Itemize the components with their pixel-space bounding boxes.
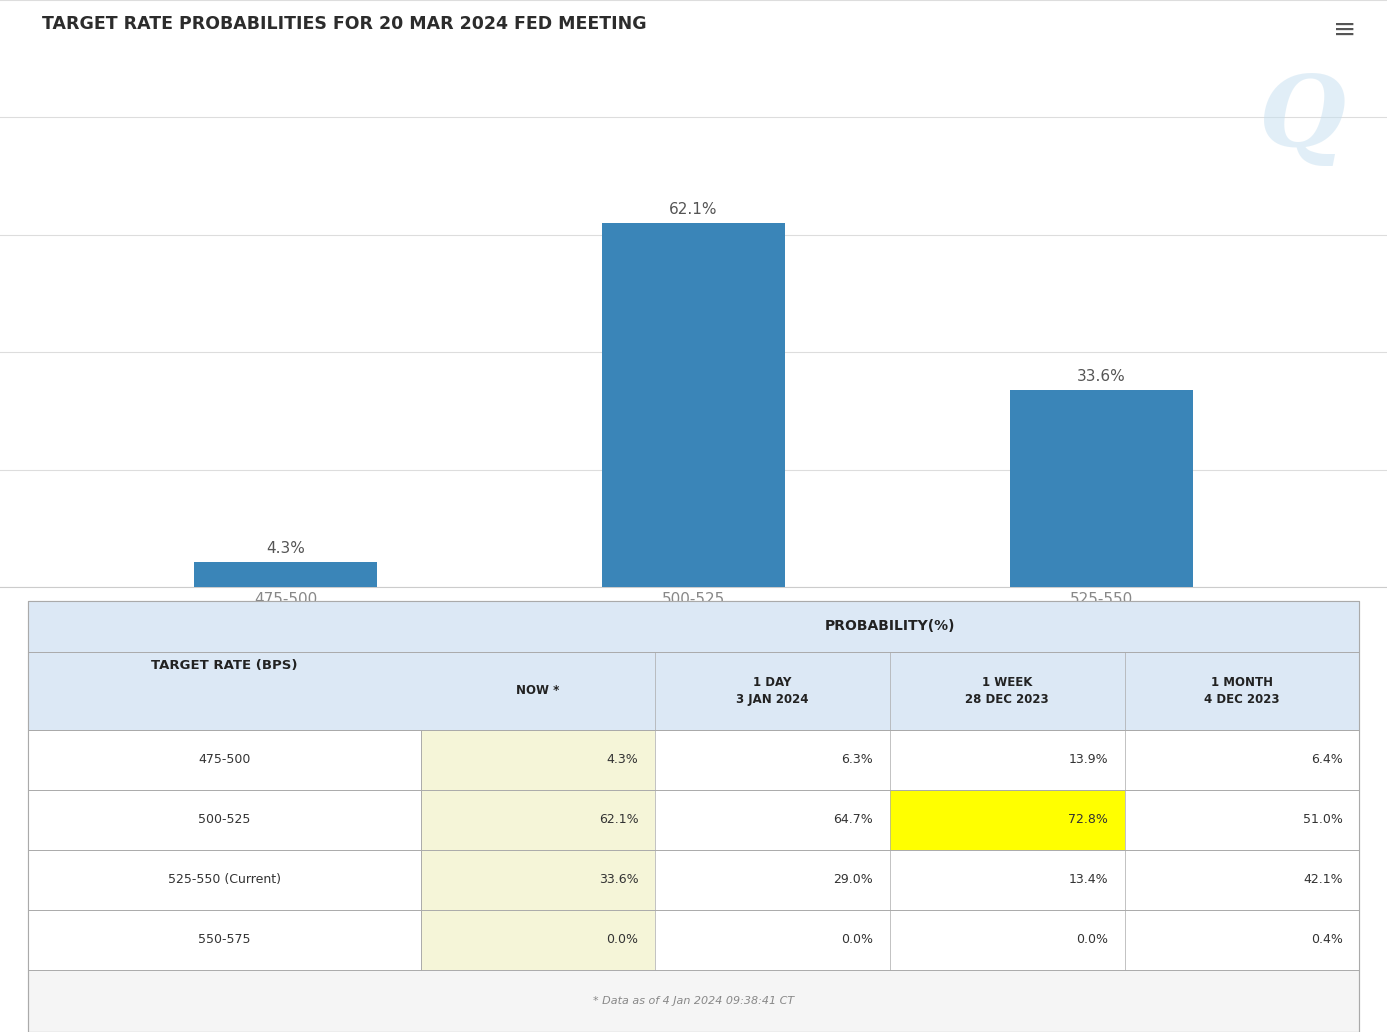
Text: 550-575: 550-575: [198, 933, 251, 946]
Text: NOW *: NOW *: [516, 684, 559, 697]
Text: PROBABILITY(%): PROBABILITY(%): [825, 619, 956, 633]
Text: 72.8%: 72.8%: [1068, 813, 1108, 826]
Bar: [194, 561, 377, 587]
Text: 62.1%: 62.1%: [670, 201, 717, 217]
Bar: [890, 849, 1125, 909]
Bar: [420, 651, 655, 730]
Bar: [655, 789, 890, 849]
Text: 6.4%: 6.4%: [1311, 753, 1343, 766]
Bar: [655, 909, 890, 970]
Text: TARGET RATE (BPS): TARGET RATE (BPS): [151, 658, 297, 672]
Bar: [890, 789, 1125, 849]
Text: 33.6%: 33.6%: [1078, 369, 1126, 384]
Text: 51.0%: 51.0%: [1302, 813, 1343, 826]
Text: 1 MONTH
4 DEC 2023: 1 MONTH 4 DEC 2023: [1204, 676, 1280, 706]
Bar: [420, 730, 655, 789]
Bar: [420, 601, 1359, 651]
Text: 42.1%: 42.1%: [1302, 873, 1343, 886]
Bar: [1125, 651, 1359, 730]
Bar: [655, 651, 890, 730]
Text: 475-500: 475-500: [198, 753, 250, 766]
Text: 500-525: 500-525: [198, 813, 250, 826]
X-axis label: Target Rate (in bps): Target Rate (in bps): [619, 618, 768, 634]
Text: TARGET RATE PROBABILITIES FOR 20 MAR 2024 FED MEETING: TARGET RATE PROBABILITIES FOR 20 MAR 202…: [42, 15, 646, 33]
Bar: [1125, 849, 1359, 909]
Text: 525-550 (Current): 525-550 (Current): [168, 873, 280, 886]
Text: 1 DAY
3 JAN 2024: 1 DAY 3 JAN 2024: [736, 676, 809, 706]
Text: 29.0%: 29.0%: [834, 873, 874, 886]
Bar: [655, 849, 890, 909]
Bar: [28, 730, 420, 789]
Bar: [28, 909, 420, 970]
Bar: [890, 909, 1125, 970]
Text: 1 WEEK
28 DEC 2023: 1 WEEK 28 DEC 2023: [965, 676, 1049, 706]
Text: 33.6%: 33.6%: [599, 873, 638, 886]
Text: 6.3%: 6.3%: [842, 753, 874, 766]
Bar: [890, 651, 1125, 730]
Bar: [420, 909, 655, 970]
Text: 0.0%: 0.0%: [842, 933, 874, 946]
Bar: [420, 789, 655, 849]
Bar: [1125, 789, 1359, 849]
Bar: [1010, 390, 1193, 587]
Bar: [1125, 730, 1359, 789]
Bar: [1125, 909, 1359, 970]
Bar: [28, 601, 420, 730]
Text: 0.4%: 0.4%: [1311, 933, 1343, 946]
Text: 4.3%: 4.3%: [608, 753, 638, 766]
Text: * Data as of 4 Jan 2024 09:38:41 CT: * Data as of 4 Jan 2024 09:38:41 CT: [592, 996, 795, 1006]
Text: 64.7%: 64.7%: [834, 813, 874, 826]
Text: 13.9%: 13.9%: [1068, 753, 1108, 766]
Text: 13.4%: 13.4%: [1068, 873, 1108, 886]
Bar: [602, 223, 785, 587]
Text: 4.3%: 4.3%: [266, 541, 305, 556]
Bar: [655, 730, 890, 789]
Text: 0.0%: 0.0%: [1076, 933, 1108, 946]
Bar: [890, 730, 1125, 789]
Text: ≡: ≡: [1333, 15, 1356, 43]
Text: Q: Q: [1258, 70, 1345, 167]
Text: 0.0%: 0.0%: [606, 933, 638, 946]
Bar: [420, 849, 655, 909]
Bar: [28, 789, 420, 849]
Text: 62.1%: 62.1%: [599, 813, 638, 826]
Bar: [28, 849, 420, 909]
